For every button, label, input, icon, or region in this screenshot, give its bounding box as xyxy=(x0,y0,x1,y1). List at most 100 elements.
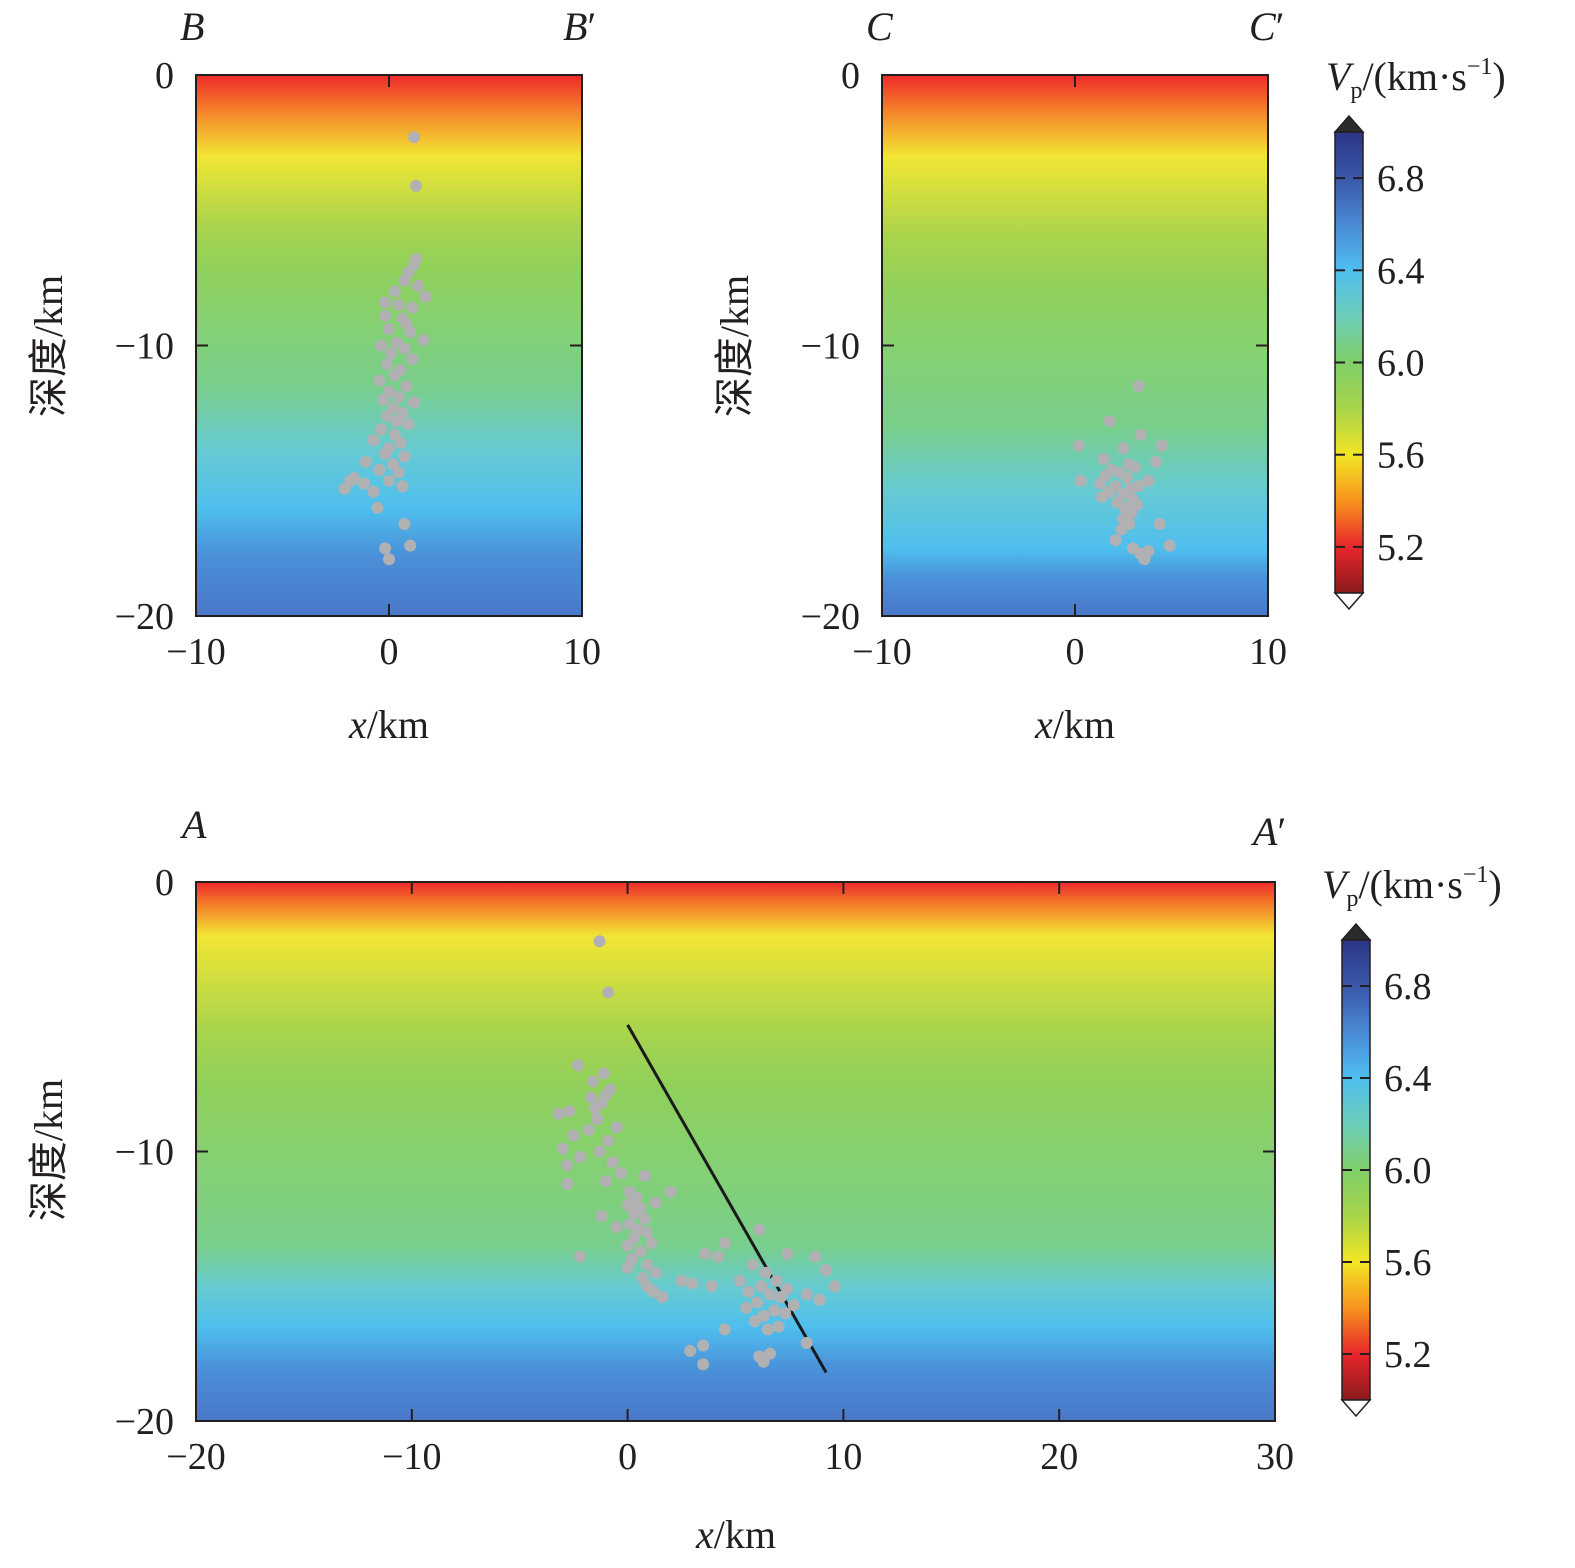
earthquake-point xyxy=(571,1059,584,1072)
colorbar-top-label: Vp/(km·s−1) xyxy=(1326,54,1506,104)
y-tick-label: −20 xyxy=(115,596,174,638)
earthquake-point xyxy=(398,342,411,355)
earthquake-point xyxy=(621,1199,634,1212)
profile-b-ylabel: 深度/km xyxy=(26,275,71,417)
earthquake-point xyxy=(761,1323,774,1336)
earthquake-point xyxy=(392,466,405,479)
colorbar-under-arrow xyxy=(1333,592,1365,611)
profile-b-xlabel: x/km xyxy=(348,702,429,747)
colorbar-tick-label: 5.2 xyxy=(1377,527,1425,569)
x-tick-label: 0 xyxy=(380,631,399,673)
earthquake-point xyxy=(398,274,411,287)
earthquake-point xyxy=(1153,518,1166,531)
earthquake-point xyxy=(600,1175,613,1188)
earthquake-point xyxy=(1150,455,1163,468)
colorbar-tick-label: 5.6 xyxy=(1384,1242,1432,1284)
earthquake-point xyxy=(561,1158,574,1171)
profile-b-ticks: −10 0 100−10−20 xyxy=(115,55,601,673)
earthquake-point xyxy=(593,1145,606,1158)
profile-b-left-label: B xyxy=(180,4,204,49)
earthquake-point xyxy=(394,436,407,449)
earthquake-point xyxy=(675,1274,688,1287)
earthquake-point xyxy=(828,1280,841,1293)
earthquake-point xyxy=(686,1277,699,1290)
earthquake-point xyxy=(800,1288,813,1301)
earthquake-point xyxy=(375,339,388,352)
earthquake-point xyxy=(1155,439,1168,452)
earthquake-point xyxy=(697,1339,710,1352)
earthquake-point xyxy=(402,417,415,430)
earthquake-point xyxy=(781,1247,794,1260)
earthquake-point xyxy=(1134,428,1147,441)
profile-b-plot-area xyxy=(195,74,583,617)
earthquake-point xyxy=(388,285,401,298)
earthquake-point xyxy=(379,447,392,460)
colorbar-tick-label: 6.0 xyxy=(1384,1150,1432,1192)
colorbar-under-arrow xyxy=(1340,1399,1372,1418)
earthquake-point xyxy=(398,518,411,531)
colorbar-tick-label: 6.0 xyxy=(1377,343,1425,385)
earthquake-point xyxy=(606,1156,619,1169)
earthquake-point xyxy=(664,1185,677,1198)
earthquake-point xyxy=(383,553,395,566)
earthquake-point xyxy=(1138,553,1151,566)
profile-b-right-label: B′ xyxy=(563,4,596,49)
earthquake-point xyxy=(388,369,401,382)
x-tick-label: 0 xyxy=(1066,631,1085,673)
earthquake-point xyxy=(759,1266,772,1279)
earthquake-point xyxy=(400,380,413,393)
fault-line xyxy=(626,1024,828,1374)
profile-a-xlabel: x/km xyxy=(695,1512,776,1557)
earthquake-point xyxy=(1103,415,1116,428)
earthquake-point xyxy=(755,1280,768,1293)
x-tick-label: 0 xyxy=(618,1436,637,1478)
earthquake-point xyxy=(1074,474,1087,487)
y-tick-label: −20 xyxy=(801,596,860,638)
earthquake-point xyxy=(757,1355,770,1368)
y-tick-label: 0 xyxy=(155,55,174,97)
earthquake-point xyxy=(411,279,424,292)
profile-b-panel: B B′ −10 0 100−10−20 深度/km x/km xyxy=(26,4,601,747)
earthquake-point xyxy=(556,1142,569,1155)
earthquake-point xyxy=(408,131,421,144)
colorbar-tick-label: 6.4 xyxy=(1377,250,1425,292)
earthquake-point xyxy=(1128,461,1141,474)
earthquake-point xyxy=(1121,472,1134,485)
earthquake-point xyxy=(770,1274,783,1287)
earthquake-point xyxy=(628,1207,641,1220)
earthquake-point xyxy=(593,935,606,948)
earthquake-point xyxy=(800,1336,813,1349)
earthquake-point xyxy=(1096,490,1109,503)
earthquake-point xyxy=(638,1169,651,1182)
earthquake-point xyxy=(753,1223,766,1236)
colorbar-tick-label: 5.2 xyxy=(1384,1334,1432,1376)
profile-a-ylabel: 深度/km xyxy=(26,1079,71,1221)
earthquake-point xyxy=(768,1304,781,1317)
colorbar-tick-label: 6.8 xyxy=(1377,158,1425,200)
earthquake-point xyxy=(582,1123,595,1136)
colorbar-bottom-label: Vp/(km·s−1) xyxy=(1322,862,1502,912)
earthquake-point xyxy=(602,1134,615,1147)
earthquake-point xyxy=(419,290,432,303)
earthquake-point xyxy=(1117,442,1130,455)
earthquake-point xyxy=(623,1218,636,1231)
earthquake-point xyxy=(404,539,417,552)
x-tick-label: 10 xyxy=(824,1436,862,1478)
earthquake-point xyxy=(384,347,397,360)
earthquake-point xyxy=(595,1210,608,1223)
earthquake-point xyxy=(634,1245,647,1258)
profile-c-panel: C C′ −10 0 100−10−20 深度/km x/km xyxy=(712,4,1287,747)
earthquake-point xyxy=(404,325,417,338)
earthquake-point xyxy=(656,1291,669,1304)
earthquake-point xyxy=(367,434,380,447)
earthquake-point xyxy=(772,1320,785,1333)
earthquake-point xyxy=(367,485,380,498)
earthquake-point xyxy=(1097,453,1110,466)
earthquake-point xyxy=(1163,539,1176,552)
earthquake-point xyxy=(371,501,384,514)
earthquake-point xyxy=(764,1347,777,1360)
earthquake-point xyxy=(589,1102,602,1115)
earthquake-point xyxy=(396,480,409,493)
x-tick-label: −10 xyxy=(166,631,225,673)
x-tick-label: 10 xyxy=(1249,631,1287,673)
